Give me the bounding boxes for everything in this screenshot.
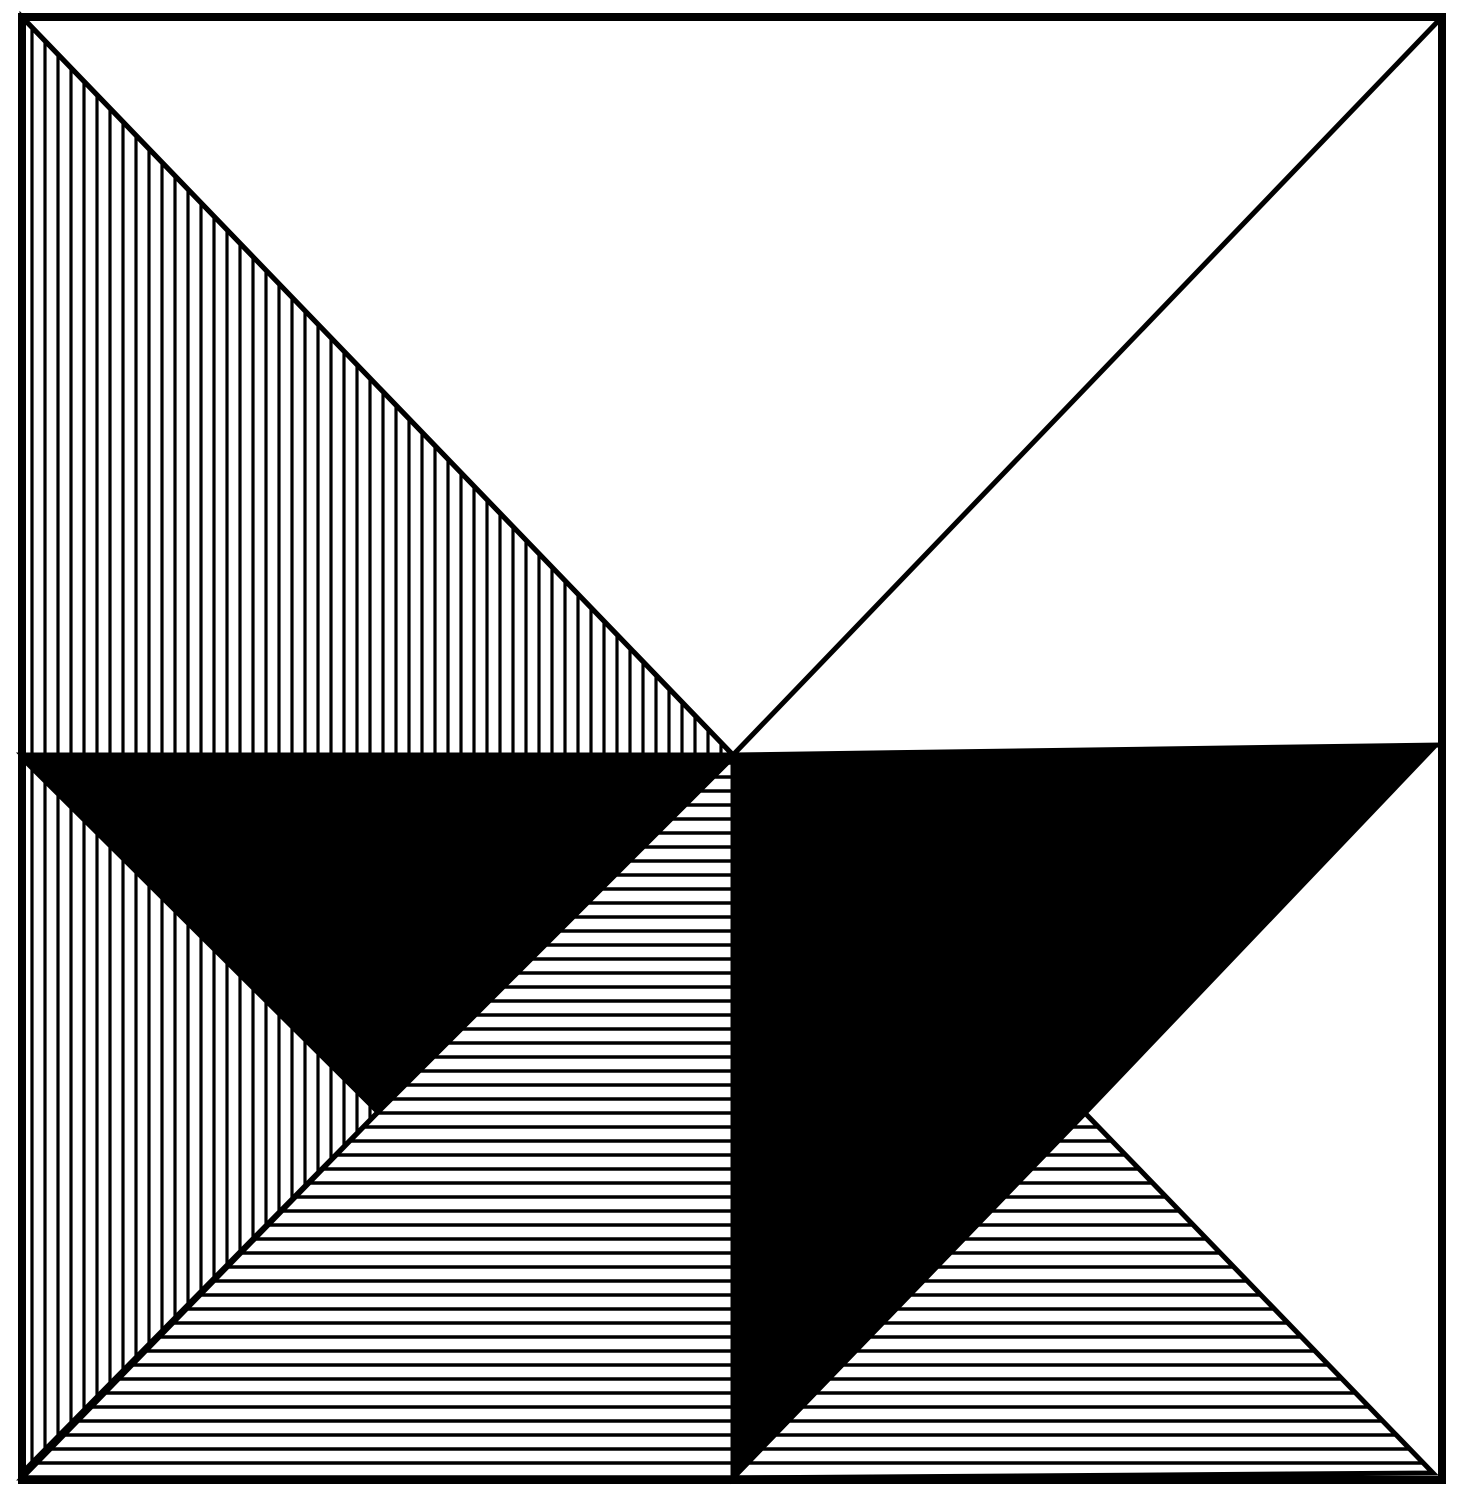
- outer-frame: [18, 13, 1446, 1484]
- horizontal-right-half-line: [732, 742, 1443, 758]
- diagonal-top-right-to-center: [731, 15, 1444, 757]
- bottom-right-horizontal-hatch-triangle: [727, 1109, 1439, 1481]
- diagonal-top-left-to-center: [20, 15, 735, 757]
